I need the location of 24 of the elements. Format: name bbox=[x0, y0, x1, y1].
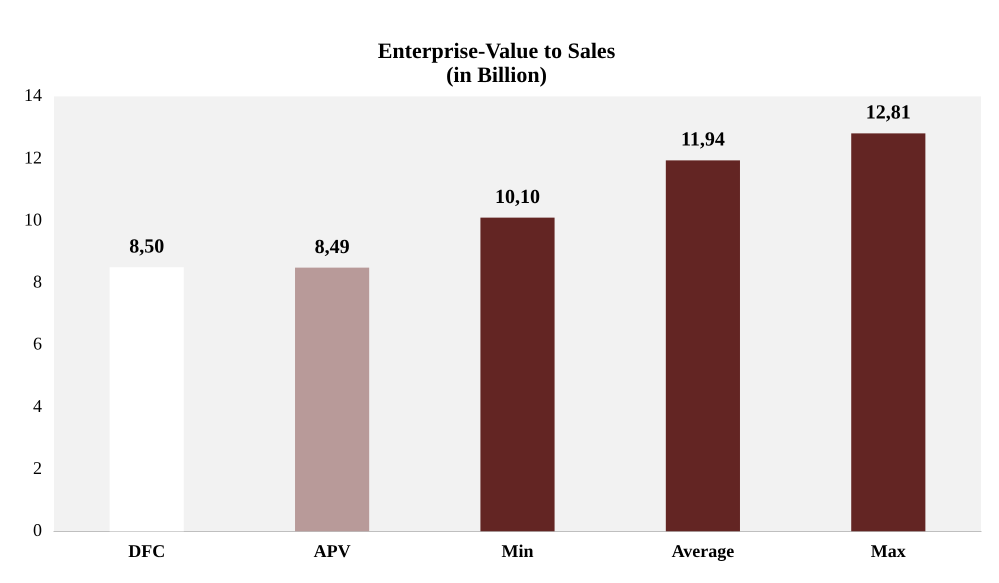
y-tick-label: 10 bbox=[24, 209, 42, 230]
x-tick-label: DFC bbox=[128, 540, 166, 561]
x-tick-label: Max bbox=[870, 540, 906, 561]
data-label: 8,50 bbox=[129, 235, 164, 258]
y-tick-label: 6 bbox=[33, 334, 42, 354]
y-tick-label: 12 bbox=[24, 147, 42, 168]
y-tick-label: 14 bbox=[24, 85, 42, 106]
bar bbox=[110, 267, 184, 532]
y-tick-label: 4 bbox=[33, 396, 42, 416]
x-tick-label: Average bbox=[672, 540, 734, 561]
x-tick-label: APV bbox=[314, 540, 351, 561]
bar bbox=[480, 218, 555, 532]
data-label: 11,94 bbox=[680, 128, 725, 151]
data-label: 10,10 bbox=[495, 186, 540, 208]
y-tick-label: 2 bbox=[33, 458, 42, 478]
x-tick-label: Min bbox=[501, 540, 534, 561]
bar bbox=[295, 268, 370, 532]
chart-title: Enterprise-Value to Sales (in Billion) bbox=[378, 38, 616, 87]
bar bbox=[666, 160, 740, 532]
data-label: 12,81 bbox=[866, 102, 911, 124]
bar bbox=[851, 133, 926, 532]
y-tick-label: 8 bbox=[33, 272, 42, 292]
data-label: 8,49 bbox=[314, 236, 350, 258]
y-tick-label: 0 bbox=[33, 520, 42, 540]
